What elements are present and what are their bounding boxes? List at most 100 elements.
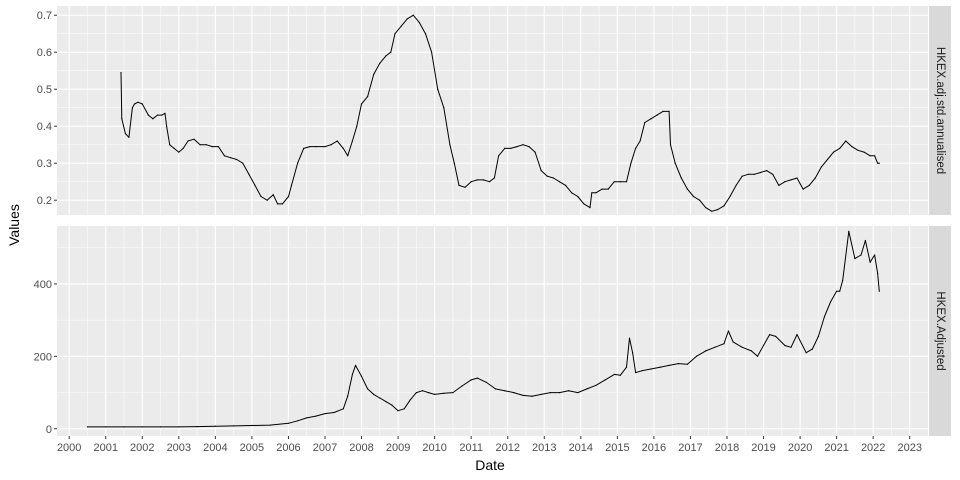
data-point bbox=[668, 364, 670, 366]
data-point bbox=[297, 162, 299, 164]
data-point bbox=[169, 144, 171, 146]
x-tick-label: 2015 bbox=[605, 442, 629, 454]
data-point bbox=[522, 144, 524, 146]
panel-background bbox=[57, 6, 928, 215]
data-point bbox=[315, 415, 317, 417]
data-point bbox=[625, 366, 628, 368]
data-point bbox=[864, 239, 867, 242]
data-point bbox=[874, 254, 876, 256]
data-point bbox=[373, 393, 375, 395]
data-point bbox=[173, 147, 175, 149]
data-point bbox=[699, 199, 701, 201]
x-tick-label: 2017 bbox=[678, 442, 702, 454]
data-point bbox=[391, 404, 393, 406]
data-point bbox=[528, 146, 530, 148]
data-point bbox=[796, 334, 798, 336]
data-point bbox=[141, 103, 143, 105]
data-point bbox=[443, 392, 445, 394]
data-point bbox=[233, 425, 235, 427]
data-point bbox=[540, 170, 542, 172]
series-line bbox=[87, 230, 880, 428]
data-point bbox=[848, 230, 850, 232]
data-point bbox=[756, 355, 759, 357]
data-point bbox=[630, 162, 632, 164]
data-point bbox=[214, 425, 216, 427]
data-point bbox=[860, 254, 862, 256]
x-tick-label: 2014 bbox=[569, 442, 593, 454]
data-point bbox=[571, 192, 573, 194]
series-line bbox=[120, 14, 880, 212]
data-point bbox=[839, 290, 841, 292]
data-point bbox=[120, 72, 122, 74]
data-point bbox=[297, 420, 299, 422]
data-point bbox=[878, 290, 880, 292]
data-point bbox=[379, 62, 381, 64]
x-tick-label: 2016 bbox=[642, 442, 666, 454]
data-point bbox=[790, 179, 792, 181]
x-tick-label: 2000 bbox=[57, 442, 81, 454]
data-point bbox=[729, 195, 731, 198]
data-point bbox=[260, 195, 262, 198]
data-point bbox=[796, 177, 798, 179]
data-point bbox=[415, 392, 417, 394]
data-point bbox=[412, 14, 414, 16]
data-point bbox=[443, 107, 445, 109]
data-point bbox=[406, 18, 408, 20]
data-point bbox=[360, 103, 363, 105]
data-point bbox=[482, 179, 484, 181]
data-point bbox=[833, 151, 835, 153]
data-point bbox=[516, 146, 518, 148]
data-point bbox=[510, 147, 512, 149]
data-point bbox=[568, 390, 570, 392]
data-point bbox=[641, 370, 643, 372]
data-point bbox=[131, 107, 133, 109]
facet-strip-label: HKEX.Adjusted bbox=[934, 291, 946, 370]
data-point bbox=[397, 410, 399, 412]
data-point bbox=[802, 188, 804, 190]
data-point bbox=[367, 388, 369, 390]
x-tick-label: 2008 bbox=[349, 442, 373, 454]
data-point bbox=[591, 192, 593, 194]
data-point bbox=[632, 352, 634, 354]
data-point bbox=[187, 140, 189, 142]
data-point bbox=[741, 346, 743, 348]
x-tick-label: 2005 bbox=[240, 442, 264, 454]
data-point bbox=[811, 348, 813, 350]
data-point bbox=[613, 181, 615, 183]
data-point bbox=[182, 147, 184, 149]
data-point bbox=[877, 162, 879, 164]
data-point bbox=[805, 352, 807, 354]
data-point bbox=[128, 136, 130, 138]
data-point bbox=[705, 350, 707, 352]
data-point bbox=[123, 426, 125, 428]
x-tick-label: 2020 bbox=[788, 442, 812, 454]
data-point bbox=[309, 146, 311, 148]
data-point bbox=[619, 374, 622, 376]
data-point bbox=[178, 151, 180, 153]
data-point bbox=[137, 101, 139, 103]
data-point bbox=[826, 158, 829, 161]
data-point bbox=[367, 96, 369, 98]
data-point bbox=[403, 408, 405, 410]
data-point bbox=[306, 417, 308, 419]
data-point bbox=[513, 392, 515, 394]
data-point bbox=[251, 424, 253, 427]
data-point bbox=[583, 203, 585, 205]
data-point bbox=[762, 344, 765, 347]
data-point bbox=[772, 173, 774, 175]
data-point bbox=[248, 173, 250, 175]
data-point bbox=[196, 426, 198, 428]
data-point bbox=[750, 350, 753, 352]
y-tick-label: 0 bbox=[46, 424, 52, 436]
data-point bbox=[650, 368, 652, 370]
data-point bbox=[330, 144, 332, 146]
data-point bbox=[178, 426, 180, 428]
data-point bbox=[668, 110, 670, 112]
data-point bbox=[817, 335, 820, 337]
data-point bbox=[695, 355, 698, 357]
data-point bbox=[534, 151, 536, 153]
data-point bbox=[333, 411, 335, 414]
data-point bbox=[360, 375, 363, 377]
data-point bbox=[686, 188, 689, 190]
data-point bbox=[464, 186, 466, 188]
